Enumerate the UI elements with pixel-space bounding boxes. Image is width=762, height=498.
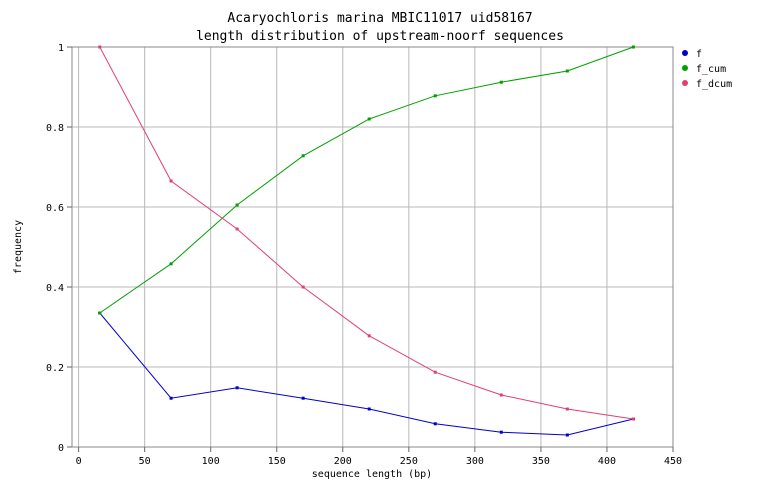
x-axis: 0 50 100 150 200 250 300 350 400 450: [76, 447, 682, 467]
x-axis-label: sequence length (bp): [312, 469, 432, 480]
data-point-f_cum: [98, 311, 102, 315]
y-tick-label: 0.4: [46, 283, 64, 294]
series-layer: [98, 45, 635, 437]
data-point-f_dcum: [98, 45, 102, 49]
data-point-f_cum: [433, 94, 437, 98]
x-tick-label: 450: [664, 456, 682, 467]
data-point-f_cum: [631, 45, 635, 49]
y-tick-label: 1: [58, 43, 64, 54]
data-point-f: [169, 396, 173, 400]
y-tick-label: 0: [58, 443, 64, 454]
data-point-f: [301, 396, 305, 400]
y-tick-label: 0.2: [46, 363, 64, 374]
data-point-f_cum: [235, 203, 239, 207]
series-line-f_cum: [99, 46, 634, 314]
legend-marker-f_cum: [682, 65, 688, 71]
x-tick-label: 200: [334, 456, 352, 467]
x-tick-label: 400: [598, 456, 616, 467]
x-tick-label: 250: [400, 456, 418, 467]
data-point-f_dcum: [235, 227, 239, 231]
x-tick-label: 300: [466, 456, 484, 467]
data-point-f_dcum: [499, 393, 503, 397]
data-point-f: [367, 407, 371, 411]
data-point-f_dcum: [565, 407, 569, 411]
data-point-f: [565, 433, 569, 437]
data-point-f_cum: [367, 117, 371, 121]
data-point-f: [235, 386, 239, 390]
data-point-f_dcum: [169, 179, 173, 183]
y-tick-label: 0.8: [46, 123, 64, 134]
data-point-f: [499, 430, 503, 434]
data-point-f_dcum: [631, 417, 635, 421]
data-point-f_dcum: [433, 370, 437, 374]
chart-subtitle: length distribution of upstream-noorf se…: [196, 29, 564, 44]
y-axis: 0 0.2 0.4 0.6 0.8 1: [46, 43, 72, 454]
legend-label-f_cum: f_cum: [696, 64, 726, 75]
x-tick-label: 350: [532, 456, 550, 467]
data-point-f: [433, 422, 437, 426]
data-point-f_dcum: [301, 285, 305, 289]
plot-frame: [71, 46, 674, 448]
y-axis-label: frequency: [13, 220, 24, 274]
data-point-f_dcum: [367, 334, 371, 338]
series-line-f: [99, 312, 634, 436]
data-point-f_cum: [499, 80, 503, 84]
data-point-f_cum: [301, 154, 305, 158]
x-tick-label: 150: [268, 456, 286, 467]
x-tick-label: 0: [76, 456, 82, 467]
x-tick-label: 50: [139, 456, 151, 467]
legend-label-f_dcum: f_dcum: [696, 79, 732, 90]
data-point-f_cum: [169, 262, 173, 266]
legend: f f_cum f_dcum: [682, 49, 732, 90]
legend-label-f: f: [696, 49, 702, 60]
legend-marker-f_dcum: [682, 80, 688, 86]
data-point-f_cum: [565, 69, 569, 73]
x-tick-label: 100: [202, 456, 220, 467]
legend-marker-f: [682, 50, 688, 56]
series-line-f_dcum: [99, 46, 634, 420]
y-tick-label: 0.6: [46, 203, 64, 214]
chart-title: Acaryochloris marina MBIC11017 uid58167: [227, 11, 532, 26]
